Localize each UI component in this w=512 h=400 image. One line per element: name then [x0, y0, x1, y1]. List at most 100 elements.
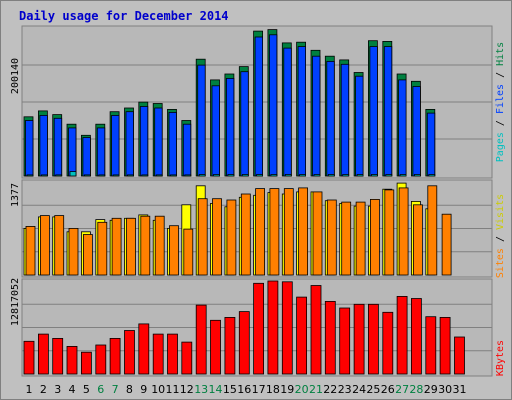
- day-label: 12: [180, 383, 194, 396]
- hits-legend: Hits: [495, 42, 506, 66]
- kbytes-bar: [238, 311, 250, 375]
- kbytes-bar: [23, 340, 35, 375]
- files-bar: [340, 63, 350, 177]
- files-bar: [125, 111, 134, 177]
- sites-bar: [169, 225, 179, 276]
- sites-bar: [326, 199, 337, 276]
- sites-bar: [441, 213, 452, 276]
- files-bar: [211, 85, 220, 177]
- day-labels: 1 2 3 4 5 6 7 8 9 10 11 12 13 14 15 16 17 18 19 20 21 22 23 24 2…: [26, 383, 467, 396]
- pages-bar: [127, 174, 134, 177]
- kbytes-bar: [410, 298, 422, 375]
- files-bar: [154, 107, 163, 177]
- day-label: 13: [194, 383, 208, 396]
- files-bar: [412, 86, 421, 177]
- pages-legend: Pages: [495, 132, 506, 162]
- files-bar: [240, 71, 249, 177]
- files-bar: [39, 115, 48, 177]
- sites-bar: [140, 215, 151, 276]
- kbytes-bar: [52, 337, 64, 375]
- day-label: 7: [112, 383, 119, 396]
- kbytes-bar: [181, 341, 193, 375]
- pages-bar: [141, 174, 149, 177]
- files-bar: [398, 79, 407, 177]
- kbytes-bar: [310, 285, 322, 375]
- pages-bar: [413, 174, 421, 177]
- sites-bar: [183, 228, 194, 276]
- pages-bar: [356, 174, 364, 177]
- sites-bar: [54, 215, 65, 276]
- sites-bar: [412, 204, 423, 276]
- pages-bar: [313, 174, 321, 177]
- files-bar: [82, 137, 91, 177]
- kbytes-bar: [425, 316, 437, 375]
- pages-bar: [284, 174, 292, 177]
- sites-bar: [40, 215, 50, 276]
- files-bar: [383, 46, 393, 177]
- sites-bar: [154, 215, 165, 276]
- day-label: 9: [140, 383, 147, 396]
- sites-bar: [111, 217, 122, 276]
- files-bar: [25, 120, 34, 177]
- pages-bar: [170, 174, 177, 177]
- kbytes-bar: [152, 333, 164, 375]
- kbytes-bar: [38, 333, 49, 375]
- files-bar: [297, 46, 307, 177]
- kbytes-bar: [124, 330, 135, 375]
- day-label: 31: [453, 383, 467, 396]
- sites-bar: [240, 193, 251, 276]
- pages-bar: [342, 174, 350, 177]
- kbytes-bar: [81, 351, 92, 375]
- sites-legend: Sites: [495, 248, 506, 278]
- files-bar: [111, 115, 120, 177]
- day-label: 8: [126, 383, 133, 396]
- pages-bar: [299, 174, 307, 177]
- legend-sep: /: [495, 114, 506, 132]
- kbytes-bar: [296, 296, 308, 375]
- sites-bar: [398, 187, 409, 276]
- files-bar: [283, 47, 292, 177]
- kbytes-bar: [224, 316, 236, 375]
- kbytes-bar: [382, 311, 394, 375]
- kbytes-bar: [281, 281, 293, 375]
- files-bar: [53, 117, 63, 177]
- day-label: 6: [97, 383, 104, 396]
- sites-bar: [226, 199, 237, 276]
- pages-bar: [241, 174, 249, 177]
- hits-axis-label: Pages / Files / Hits: [495, 42, 506, 162]
- visits-axis-label: Sites / Visits: [495, 194, 506, 278]
- pages-bar: [98, 174, 106, 177]
- sites-bar: [255, 188, 266, 276]
- files-bar: [182, 123, 192, 177]
- kbytes-bar: [396, 295, 408, 375]
- files-bar: [68, 127, 77, 177]
- visits-legend: Visits: [495, 194, 506, 230]
- legend-sep: /: [495, 230, 506, 248]
- kbytes-bar: [109, 337, 121, 375]
- day-label: 27: [395, 383, 409, 396]
- files-bar: [369, 46, 378, 177]
- sites-bar: [97, 221, 108, 276]
- sites-bar: [25, 225, 36, 276]
- files-legend: Files: [495, 84, 506, 114]
- pages-bar: [198, 174, 206, 177]
- visits-max-label: 1377: [10, 183, 21, 207]
- pages-bar: [112, 174, 120, 177]
- files-bar: [326, 61, 335, 177]
- sites-bar: [355, 201, 366, 276]
- day-label: 17: [252, 383, 266, 396]
- pages-bar: [26, 174, 34, 177]
- kbytes-max-label: 12817052: [10, 278, 21, 326]
- files-bar: [168, 112, 177, 177]
- kbytes-bar: [439, 316, 451, 375]
- pages-bar: [270, 174, 278, 177]
- day-label: 19: [280, 383, 294, 396]
- day-label: 24: [352, 383, 366, 396]
- day-label: 11: [166, 383, 180, 396]
- sites-bar: [68, 227, 79, 276]
- day-label: 22: [323, 383, 337, 396]
- files-bar: [312, 55, 321, 177]
- pages-bar: [385, 174, 393, 177]
- chart-title: Daily usage for December 2014: [19, 9, 229, 23]
- sites-bar: [427, 185, 438, 276]
